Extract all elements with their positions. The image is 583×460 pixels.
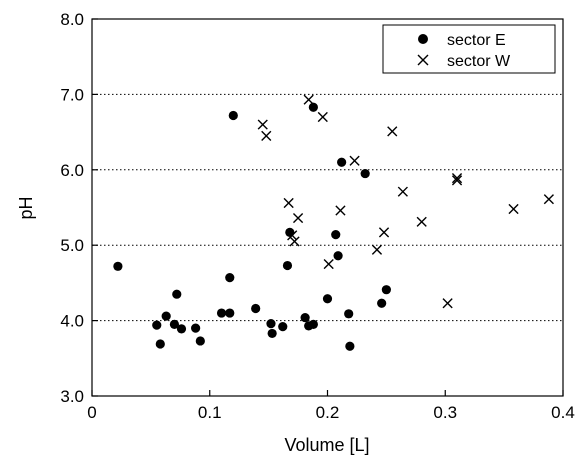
data-points bbox=[113, 94, 554, 351]
point-sector-w bbox=[335, 205, 346, 216]
point-sector-e bbox=[333, 251, 343, 261]
point-sector-w bbox=[451, 175, 463, 186]
legend-box bbox=[382, 24, 556, 74]
point-sector-e bbox=[225, 273, 235, 283]
point-sector-e bbox=[345, 341, 355, 351]
legend-marker-sector-w bbox=[417, 54, 429, 66]
point-sector-e bbox=[377, 298, 387, 308]
point-sector-e bbox=[169, 319, 180, 329]
point-sector-w bbox=[371, 244, 383, 255]
point-sector-e bbox=[161, 311, 171, 321]
point-sector-w bbox=[397, 186, 408, 197]
point-sector-e bbox=[155, 339, 165, 349]
point-sector-w bbox=[387, 126, 398, 137]
x-tick-label: 0.2 bbox=[316, 403, 340, 422]
point-sector-e bbox=[195, 336, 205, 346]
point-sector-w bbox=[287, 230, 298, 241]
point-sector-e bbox=[344, 309, 354, 319]
x-axis-title: Volume [L] bbox=[284, 435, 369, 455]
point-sector-w bbox=[317, 111, 328, 123]
point-sector-w bbox=[349, 155, 360, 166]
grid-lines bbox=[92, 93, 563, 322]
point-sector-w bbox=[261, 130, 272, 141]
point-sector-e bbox=[225, 308, 235, 318]
point-sector-e bbox=[216, 308, 227, 318]
y-axis-title: pH bbox=[16, 196, 36, 219]
legend-label-sector-w: sector W bbox=[447, 53, 511, 70]
point-sector-w bbox=[323, 258, 334, 270]
point-sector-w bbox=[442, 298, 453, 309]
point-sector-w bbox=[378, 227, 390, 238]
point-sector-e bbox=[172, 289, 182, 299]
point-sector-w bbox=[292, 212, 304, 224]
legend: sector E sector W bbox=[382, 24, 556, 74]
point-sector-e bbox=[300, 312, 310, 323]
point-sector-e bbox=[113, 261, 123, 271]
point-sector-e bbox=[228, 110, 238, 121]
point-sector-e bbox=[331, 230, 341, 240]
point-sector-e bbox=[322, 294, 333, 304]
point-sector-e bbox=[360, 168, 370, 179]
y-tick-label: 8.0 bbox=[60, 10, 84, 29]
x-tick-label: 0.4 bbox=[551, 403, 575, 422]
point-sector-w bbox=[451, 172, 463, 184]
axis-ticks: 3.0 4.0 5.0 6.0 7.0 8.0 0 0.1 0.2 0.3 0.4 bbox=[60, 10, 574, 422]
point-sector-w bbox=[257, 119, 268, 130]
point-sector-e bbox=[278, 322, 288, 332]
point-sector-w bbox=[508, 203, 519, 215]
y-tick-label: 4.0 bbox=[60, 312, 84, 331]
y-tick-label: 3.0 bbox=[60, 387, 84, 406]
point-sector-e bbox=[308, 319, 318, 329]
point-sector-w bbox=[283, 197, 294, 209]
point-sector-w bbox=[303, 94, 314, 105]
point-sector-e bbox=[381, 285, 391, 295]
point-sector-e bbox=[191, 323, 201, 333]
point-sector-e bbox=[176, 324, 187, 334]
x-tick-label: 0.1 bbox=[198, 403, 222, 422]
x-tick-label: 0 bbox=[87, 403, 96, 422]
y-tick-label: 7.0 bbox=[60, 85, 84, 104]
plot-area-frame bbox=[91, 18, 564, 397]
legend-label-sector-e: sector E bbox=[447, 32, 506, 49]
legend-marker-sector-e bbox=[418, 34, 428, 44]
point-sector-e bbox=[337, 157, 347, 167]
point-sector-e bbox=[308, 102, 318, 112]
point-sector-e bbox=[267, 328, 277, 339]
point-sector-e bbox=[266, 319, 276, 329]
point-sector-e bbox=[152, 320, 162, 330]
point-sector-e bbox=[251, 303, 261, 314]
point-sector-w bbox=[543, 194, 554, 205]
x-tick-label: 0.3 bbox=[433, 403, 457, 422]
point-sector-e bbox=[282, 260, 293, 271]
point-sector-w bbox=[289, 236, 300, 247]
point-sector-w bbox=[416, 216, 427, 227]
y-tick-label: 6.0 bbox=[60, 161, 84, 180]
y-tick-label: 5.0 bbox=[60, 236, 84, 255]
